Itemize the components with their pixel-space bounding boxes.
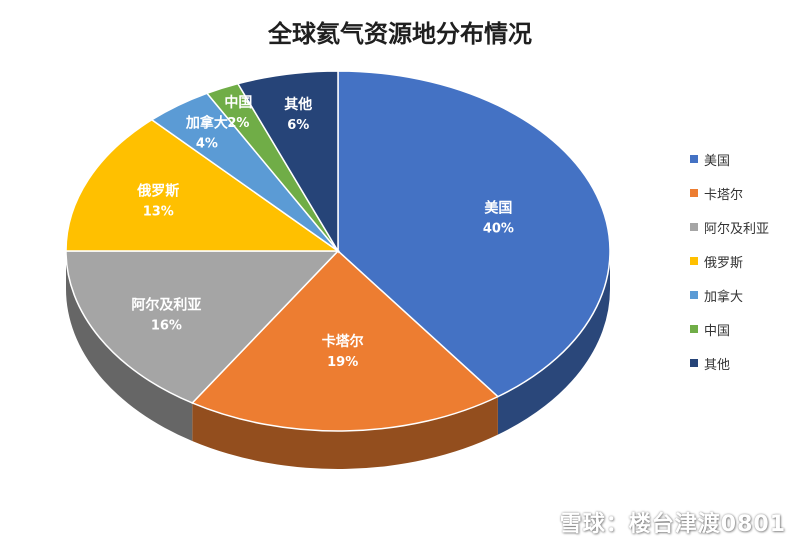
legend-label-6: 中国 bbox=[704, 323, 731, 339]
watermark: 雪球：楼台津渡0801 bbox=[559, 512, 786, 537]
slice-label-4: 俄罗斯 bbox=[136, 183, 179, 200]
slice-value-4: 13% bbox=[143, 205, 174, 220]
pie-slice-4 bbox=[65, 118, 341, 252]
legend-label-5: 加拿大 bbox=[704, 289, 744, 305]
legend-swatch-3 bbox=[690, 223, 698, 231]
chart-legend: 美国卡塔尔阿尔及利亚俄罗斯加拿大中国其他 bbox=[690, 142, 800, 380]
pie-slice-7 bbox=[236, 70, 339, 254]
pie-side-2 bbox=[192, 396, 498, 470]
slice-label-6: 中国 bbox=[224, 94, 252, 111]
legend-item-4: 俄罗斯 bbox=[690, 244, 800, 278]
chart-title: 全球氦气资源地分布情况 bbox=[268, 20, 532, 48]
pie-slice-1 bbox=[337, 70, 611, 398]
legend-item-2: 卡塔尔 bbox=[690, 176, 800, 210]
legend-label-4: 俄罗斯 bbox=[704, 255, 744, 271]
pie-side-1 bbox=[497, 251, 610, 435]
legend-swatch-5 bbox=[690, 291, 698, 299]
legend-swatch-4 bbox=[690, 257, 698, 265]
slice-label-7: 其他 bbox=[284, 96, 312, 113]
legend-swatch-2 bbox=[690, 189, 698, 197]
legend-item-3: 阿尔及利亚 bbox=[690, 210, 800, 244]
pie-side-3 bbox=[66, 251, 193, 441]
pie-slice-2 bbox=[190, 249, 500, 432]
legend-label-7: 其他 bbox=[704, 357, 731, 373]
pie-slice-3 bbox=[65, 250, 340, 404]
slice-value-1: 40% bbox=[483, 222, 514, 237]
legend-item-5: 加拿大 bbox=[690, 278, 800, 312]
slice-label-5: 加拿大 bbox=[185, 115, 228, 132]
slice-value-2: 19% bbox=[327, 355, 358, 370]
legend-label-2: 卡塔尔 bbox=[704, 187, 744, 203]
slice-label-3: 阿尔及利亚 bbox=[131, 296, 201, 313]
legend-label-3: 阿尔及利亚 bbox=[704, 221, 770, 237]
slice-label-1: 美国 bbox=[484, 200, 512, 217]
legend-swatch-6 bbox=[690, 325, 698, 333]
legend-swatch-1 bbox=[690, 155, 698, 163]
slice-value-5: 4% bbox=[196, 137, 218, 152]
slice-value-6: 2% bbox=[227, 116, 249, 131]
slice-label-2: 卡塔尔 bbox=[322, 333, 364, 350]
legend-item-6: 中国 bbox=[690, 312, 800, 346]
legend-label-1: 美国 bbox=[704, 153, 731, 169]
legend-swatch-7 bbox=[690, 359, 698, 367]
legend-item-7: 其他 bbox=[690, 346, 800, 380]
legend-item-1: 美国 bbox=[690, 142, 800, 176]
pie-side-walls bbox=[66, 251, 610, 470]
slice-value-3: 16% bbox=[151, 318, 182, 333]
slice-value-7: 6% bbox=[287, 118, 309, 133]
